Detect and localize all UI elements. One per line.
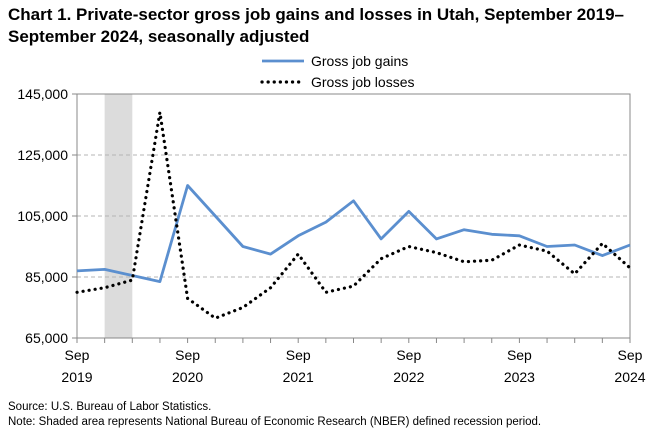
legend-label: Gross job losses (311, 74, 414, 90)
x-tick-label-month: Sep (175, 347, 200, 363)
x-tick-label-year: 2019 (61, 369, 92, 385)
x-tick-label-month: Sep (65, 347, 90, 363)
y-tick-label: 145,000 (17, 86, 68, 102)
x-tick-label-month: Sep (396, 347, 421, 363)
source-note: Source: U.S. Bureau of Labor Statistics. (8, 401, 212, 413)
y-tick-label: 65,000 (25, 330, 68, 346)
x-tick-label-month: Sep (286, 347, 311, 363)
x-tick-label-year: 2022 (393, 369, 424, 385)
x-tick-label-month: Sep (618, 347, 643, 363)
chart-title: Chart 1. Private-sector gross job gains … (8, 5, 624, 46)
y-tick-label: 85,000 (25, 269, 68, 285)
gross-job-gains-line (76, 184, 631, 284)
x-tick-label-year: 2020 (172, 369, 203, 385)
y-tick-label: 105,000 (17, 208, 68, 224)
legend-label: Gross job gains (311, 53, 408, 69)
x-tick-label-year: 2021 (283, 369, 314, 385)
gross-job-losses-line (75, 110, 632, 320)
chart-notes: Source: U.S. Bureau of Labor Statistics.… (8, 400, 658, 430)
x-tick-label-month: Sep (507, 347, 532, 363)
x-tick-label-year: 2023 (504, 369, 535, 385)
x-tick-label-year: 2024 (614, 369, 645, 385)
recession-note: Note: Shaded area represents National Bu… (8, 416, 542, 428)
y-tick-label: 125,000 (17, 147, 68, 163)
